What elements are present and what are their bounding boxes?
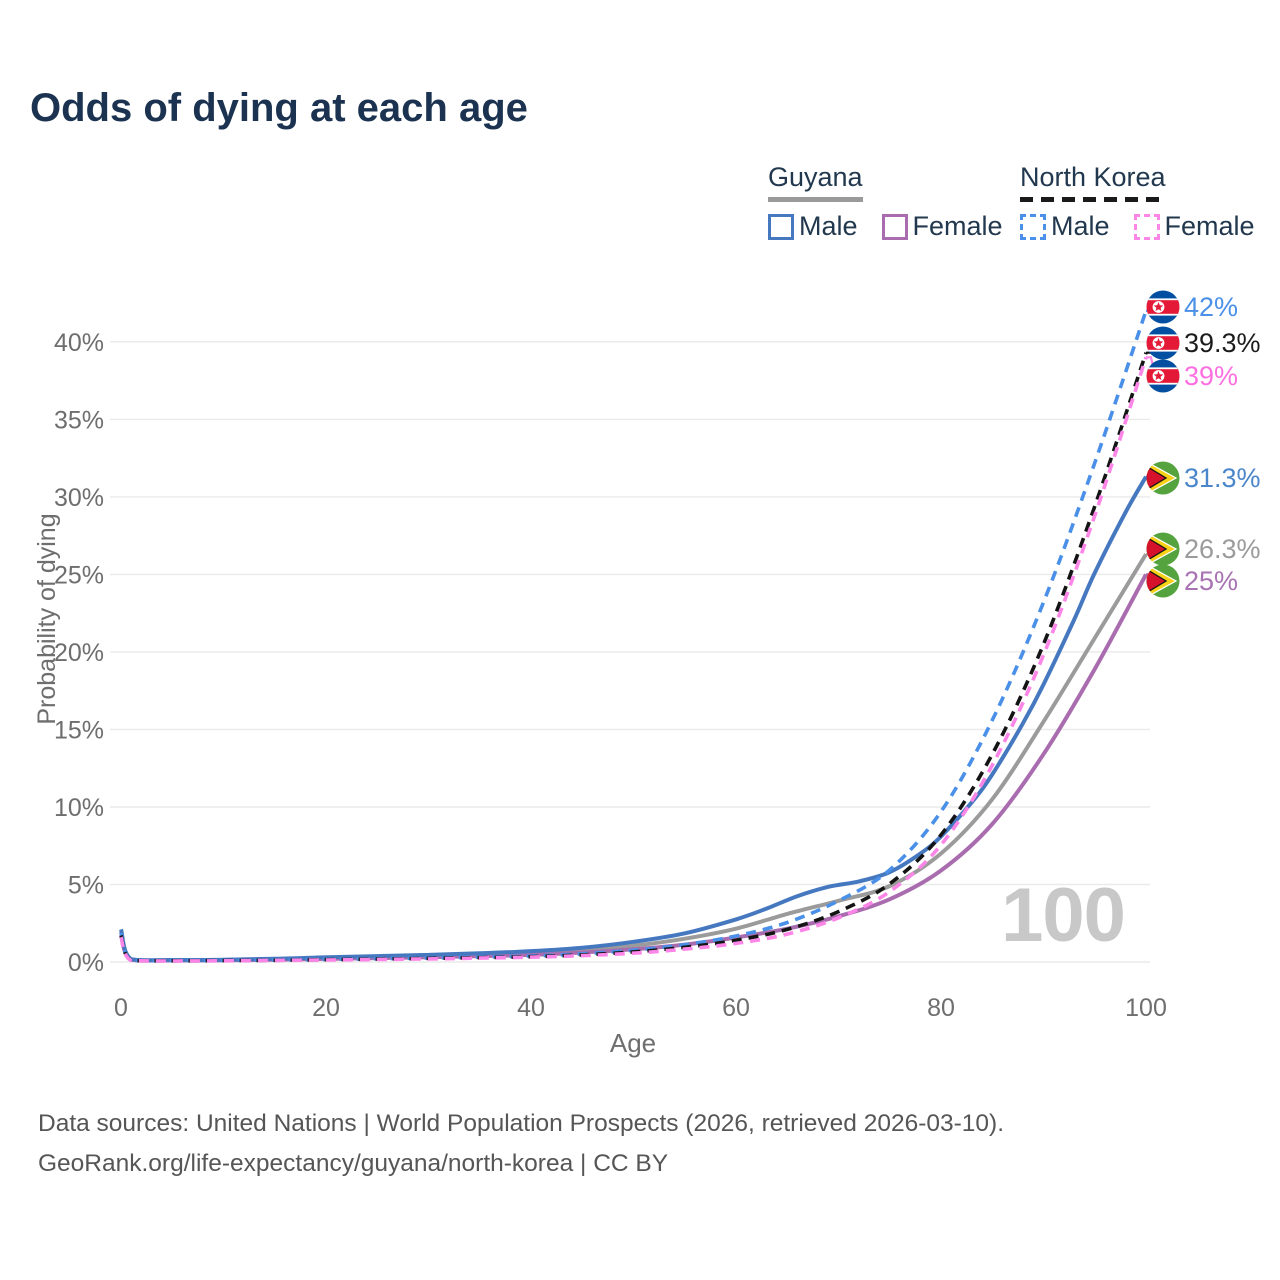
y-tick-label: 10%	[54, 794, 104, 822]
y-tick-label: 20%	[54, 639, 104, 667]
y-tick-label: 0%	[68, 949, 104, 977]
legend-item-north-korea-male[interactable]: Male	[1020, 211, 1110, 242]
legend-guyana-title: Guyana	[768, 162, 863, 192]
x-tick-label: 60	[722, 994, 750, 1022]
x-tick-label: 80	[927, 994, 955, 1022]
legend-guyana-underline	[768, 197, 863, 202]
source-line-2: GeoRank.org/life-expectancy/guyana/north…	[38, 1150, 669, 1177]
y-axis-title: Probability of dying	[33, 513, 61, 725]
legend-group-north-korea: North Korea Male Female	[1020, 162, 1255, 242]
flag-north-korea-icon	[1146, 290, 1180, 324]
end-value-label-north-korea-male: 42%	[1184, 292, 1238, 322]
source-attribution: Data sources: United Nations | World Pop…	[38, 1104, 1004, 1184]
legend-guyana-header[interactable]: Guyana	[768, 162, 863, 202]
y-tick-label: 30%	[54, 484, 104, 512]
end-value-label-guyana-female: 25%	[1184, 566, 1238, 596]
source-line-1: Data sources: United Nations | World Pop…	[38, 1110, 1005, 1137]
legend-north-korea-title: North Korea	[1020, 162, 1166, 192]
y-tick-label: 15%	[54, 716, 104, 744]
legend-group-guyana: Guyana Male Female	[768, 162, 1003, 242]
end-value-label-north-korea-total: 39.3%	[1184, 328, 1261, 358]
legend-label-north-korea-male: Male	[1051, 211, 1110, 241]
legend-item-north-korea-female[interactable]: Female	[1133, 211, 1255, 242]
axis-max-watermark: 100	[1001, 873, 1126, 958]
series-line-guyana-total[interactable]	[119, 553, 1148, 963]
page-title: Odds of dying at each age	[30, 86, 528, 130]
legend-label-north-korea-female: Female	[1164, 211, 1255, 241]
flag-north-korea-icon	[1146, 359, 1180, 393]
legend-north-korea-underline	[1020, 197, 1166, 202]
legend-swatch-guyana-female[interactable]	[881, 213, 908, 240]
legend-swatch-north-korea-male[interactable]	[1020, 213, 1046, 240]
x-tick-label: 40	[517, 994, 545, 1022]
x-axis-title: Age	[609, 1028, 657, 1058]
end-value-label-guyana-total: 26.3%	[1184, 534, 1261, 564]
legend-guyana-items: Male Female	[768, 211, 1003, 242]
y-tick-label: 5%	[68, 872, 104, 900]
x-tick-label: 20	[312, 994, 340, 1022]
flag-guyana-icon	[1146, 564, 1180, 598]
legend-item-guyana-male[interactable]: Male	[768, 211, 858, 242]
flag-guyana-icon	[1146, 461, 1180, 495]
y-tick-label: 35%	[54, 406, 104, 434]
legend-swatch-north-korea-female[interactable]	[1133, 213, 1160, 240]
x-tick-label: 100	[1125, 994, 1167, 1022]
series-line-north-korea-total[interactable]	[119, 352, 1148, 963]
legend-swatch-guyana-male[interactable]	[768, 213, 794, 240]
end-value-label-guyana-male: 31.3%	[1184, 463, 1261, 493]
series-line-north-korea-female[interactable]	[119, 356, 1148, 963]
y-tick-label: 40%	[54, 329, 104, 357]
legend-label-guyana-male: Male	[799, 211, 858, 241]
legend-north-korea-items: Male Female	[1020, 211, 1255, 242]
y-tick-label: 25%	[54, 561, 104, 589]
series-line-guyana-male[interactable]	[119, 475, 1148, 963]
series-line-north-korea-male[interactable]	[119, 310, 1148, 963]
x-tick-label: 0	[114, 994, 128, 1022]
legend-item-guyana-female[interactable]: Female	[881, 211, 1003, 242]
end-value-label-north-korea-female: 39%	[1184, 361, 1238, 391]
legend-label-guyana-female: Female	[912, 211, 1003, 241]
flag-guyana-icon	[1146, 532, 1180, 566]
flag-north-korea-icon	[1146, 326, 1180, 360]
legend-north-korea-header[interactable]: North Korea	[1020, 162, 1166, 202]
